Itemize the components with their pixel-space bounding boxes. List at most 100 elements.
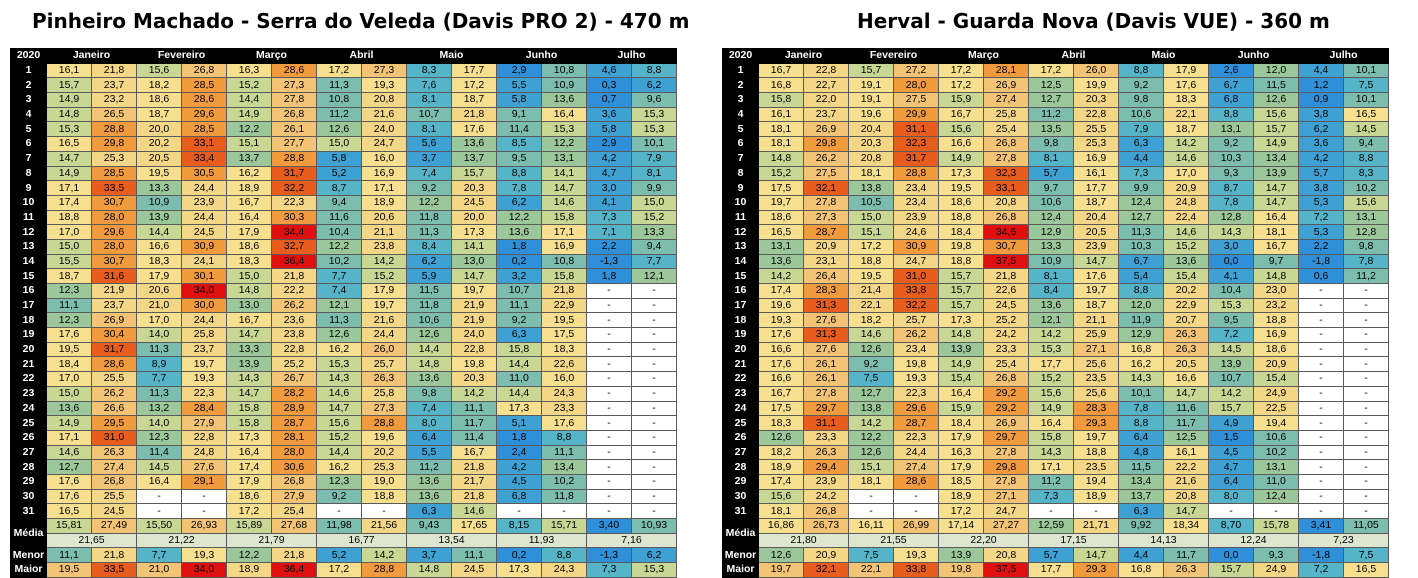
- min-temp-cell: 14,9: [226, 106, 272, 123]
- max-temp-cell: 32,1: [803, 180, 849, 196]
- min-temp-cell: 18,1: [758, 503, 804, 519]
- max-temp-cell: 22,3: [893, 429, 939, 446]
- max-temp-cell: 12,2: [541, 136, 587, 152]
- max-temp-cell: 27,5: [893, 92, 939, 108]
- min-temp-cell: 16,2: [1118, 356, 1164, 373]
- min-temp-cell: -: [1208, 503, 1254, 519]
- menor-cell: 7,7: [136, 547, 182, 564]
- max-temp-cell: 19,7: [1073, 283, 1119, 299]
- min-temp-cell: 16,6: [136, 238, 182, 255]
- min-temp-cell: 15,0: [46, 385, 92, 402]
- media-max-cell: 17,65: [451, 518, 497, 534]
- min-temp-cell: -: [1298, 488, 1344, 505]
- min-temp-cell: 15,8: [226, 400, 272, 417]
- maior-cell: 37,5: [983, 562, 1029, 578]
- max-temp-cell: 19,0: [361, 473, 407, 490]
- min-temp-cell: 5,9: [406, 268, 452, 284]
- max-temp-cell: 29,4: [803, 459, 849, 475]
- min-temp-cell: 13,6: [46, 400, 92, 417]
- table-row: 28 12,7 27,4 14,5 27,6 17,4 30,6 16,2 25,3 11,2 21…: [10, 459, 677, 475]
- min-temp-cell: 9,8: [1118, 92, 1164, 108]
- max-temp-cell: 7,7: [631, 253, 677, 270]
- max-temp-cell: -: [631, 371, 677, 387]
- max-temp-cell: 26,8: [983, 209, 1029, 226]
- maior-cell: 7,2: [1298, 562, 1344, 578]
- max-temp-cell: 15,3: [631, 121, 677, 138]
- min-temp-cell: 0,6: [1298, 268, 1344, 284]
- station-title: Pinheiro Machado - Serra do Veleda (Davi…: [32, 9, 690, 33]
- min-temp-cell: 13,3: [1028, 238, 1074, 255]
- min-temp-cell: 15,4: [938, 371, 984, 387]
- min-temp-cell: 0,7: [586, 92, 632, 108]
- max-temp-cell: 18,1: [1253, 224, 1299, 240]
- min-temp-cell: 5,5: [406, 444, 452, 461]
- max-temp-cell: 21,1: [361, 224, 407, 240]
- max-temp-cell: 33,4: [181, 150, 227, 167]
- min-temp-cell: 9,2: [1208, 136, 1254, 152]
- min-temp-cell: 12,5: [1028, 77, 1074, 94]
- day-label: 26: [10, 429, 47, 446]
- table-row: 5 18,1 26,9 20,4 31,1 15,6 25,4 13,5 25,5 7,9 18,7…: [722, 121, 1389, 138]
- max-temp-cell: 19,6: [361, 429, 407, 446]
- min-temp-cell: -: [136, 488, 182, 505]
- min-temp-cell: 16,8: [1118, 341, 1164, 358]
- max-temp-cell: 13,9: [1253, 165, 1299, 182]
- day-label: 16: [10, 283, 47, 299]
- max-temp-cell: 21,8: [271, 268, 317, 284]
- media-average-row: 21,65 21,22 21,79 16,77 13,54 11,93 7,16: [11, 532, 677, 549]
- max-temp-cell: 33,1: [181, 136, 227, 152]
- max-temp-cell: 15,7: [451, 165, 497, 182]
- table-row: 10 17,4 30,7 10,9 23,9 16,7 22,3 9,4 18,9 12,2 24,…: [10, 194, 677, 211]
- max-temp-cell: 26,2: [271, 297, 317, 314]
- max-temp-cell: 17,9: [1163, 62, 1209, 79]
- min-temp-cell: 6,3: [406, 503, 452, 519]
- max-temp-cell: -: [631, 327, 677, 343]
- min-temp-cell: 10,3: [1118, 238, 1164, 255]
- max-temp-cell: 23,4: [893, 194, 939, 211]
- max-temp-cell: 20,2: [361, 444, 407, 461]
- min-temp-cell: 11,8: [406, 297, 452, 314]
- media-min-cell: 16,11: [848, 518, 894, 534]
- min-temp-cell: 19,7: [758, 194, 804, 211]
- month-header: Fevereiro: [136, 48, 227, 64]
- year-header: 2020: [10, 48, 47, 64]
- min-temp-cell: -: [1298, 371, 1344, 387]
- min-temp-cell: 9,2: [1118, 77, 1164, 94]
- table-row: 29 17,4 23,9 18,1 28,6 18,5 27,8 11,2 19,4 13,4 21…: [722, 473, 1389, 490]
- min-temp-cell: 15,2: [316, 429, 362, 446]
- min-temp-cell: 8,7: [1208, 180, 1254, 196]
- min-temp-cell: 1,8: [496, 238, 542, 255]
- min-temp-cell: 3,6: [1298, 136, 1344, 152]
- table-row: 7 14,7 25,3 20,5 33,4 13,7 28,8 5,8 16,0 3,7 13,7 9…: [10, 150, 677, 167]
- max-temp-cell: 36,4: [271, 253, 317, 270]
- max-temp-cell: 23,3: [983, 341, 1029, 358]
- day-label: 28: [10, 459, 47, 475]
- min-temp-cell: 4,2: [1298, 150, 1344, 167]
- max-temp-cell: -: [631, 297, 677, 314]
- min-temp-cell: 12,9: [1028, 224, 1074, 240]
- max-temp-cell: 27,3: [803, 209, 849, 226]
- table-row: 15 18,7 31,6 17,9 30,1 15,0 21,8 7,7 15,2 5,9 14,7…: [10, 268, 677, 284]
- min-temp-cell: 13,4: [1118, 473, 1164, 490]
- max-temp-cell: 27,9: [271, 488, 317, 505]
- max-temp-cell: 15,2: [361, 268, 407, 284]
- min-temp-cell: 2,9: [496, 62, 542, 79]
- max-temp-cell: 11,7: [451, 415, 497, 431]
- min-temp-cell: 11,3: [1118, 224, 1164, 240]
- min-temp-cell: 4,6: [586, 62, 632, 79]
- max-temp-cell: -: [631, 429, 677, 446]
- max-temp-cell: 30,7: [91, 194, 137, 211]
- max-temp-cell: 16,7: [1253, 238, 1299, 255]
- max-temp-cell: 23,7: [181, 341, 227, 358]
- min-temp-cell: 12,2: [406, 194, 452, 211]
- max-temp-cell: 31,3: [803, 327, 849, 343]
- min-temp-cell: 19,3: [758, 312, 804, 329]
- table-row: 10 19,7 27,8 10,5 23,4 18,6 20,8 10,6 18,7 12,4 24…: [722, 194, 1389, 211]
- max-temp-cell: 27,8: [983, 150, 1029, 167]
- min-temp-cell: 7,3: [586, 209, 632, 226]
- max-temp-cell: 12,4: [1253, 488, 1299, 505]
- max-temp-cell: 16,1: [1163, 444, 1209, 461]
- min-temp-cell: 14,4: [496, 385, 542, 402]
- day-label: 1: [10, 62, 47, 79]
- min-temp-cell: 18,1: [758, 136, 804, 152]
